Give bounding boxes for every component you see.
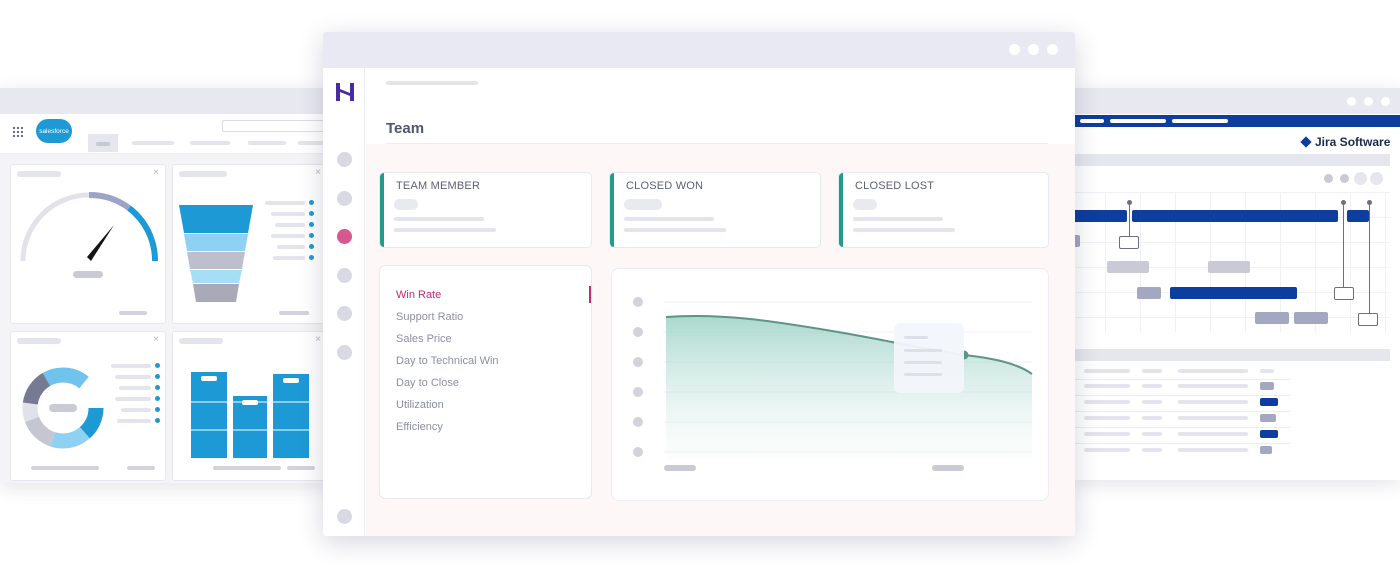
- gauge-chart: [20, 191, 159, 278]
- gantt-bar[interactable]: [1070, 210, 1127, 222]
- window-control-icon[interactable]: [1047, 44, 1058, 55]
- gantt-bar[interactable]: [1132, 210, 1338, 222]
- window-control-icon[interactable]: [1381, 97, 1390, 106]
- brand-logo[interactable]: v.: [335, 534, 349, 536]
- content-area: TEAM MEMBER CLOSED WON CLOSED LOST Win R…: [366, 144, 1075, 536]
- window-control-icon[interactable]: [1028, 44, 1039, 55]
- sidebar-item[interactable]: [337, 509, 352, 524]
- metric-day-to-close[interactable]: Day to Close: [396, 377, 459, 389]
- metrics-list: Win Rate Support Ratio Sales Price Day t…: [379, 265, 592, 499]
- kpi-card-closed-won[interactable]: CLOSED WON: [609, 172, 821, 248]
- jira-table: [1070, 364, 1390, 464]
- salesforce-nav: salesforce: [0, 114, 330, 154]
- sidebar-rail: v.: [323, 68, 365, 536]
- metric-utilization[interactable]: Utilization: [396, 399, 444, 411]
- sf-search-input[interactable]: [222, 120, 330, 132]
- milestone-box[interactable]: [1334, 287, 1354, 300]
- salesforce-logo[interactable]: salesforce: [36, 119, 72, 143]
- jira-window: Jira Software: [1070, 88, 1400, 480]
- salesforce-logo-text: salesforce: [39, 127, 69, 135]
- salesforce-window: salesforce × ×: [0, 88, 330, 483]
- sidebar-item[interactable]: [337, 191, 352, 206]
- kpi-label: TEAM MEMBER: [396, 180, 481, 192]
- kpi-label: CLOSED WON: [626, 180, 704, 192]
- window-control-icon[interactable]: [1009, 44, 1020, 55]
- sf-bar-card: ×: [172, 331, 328, 481]
- page-title: Team: [386, 120, 425, 137]
- jira-titlebar: [1070, 88, 1400, 114]
- main-titlebar: [323, 32, 1075, 68]
- win-rate-chart: [611, 268, 1049, 501]
- sidebar-item[interactable]: [337, 345, 352, 360]
- active-indicator: [589, 286, 591, 303]
- jira-diamond-icon: [1300, 136, 1312, 148]
- gantt-bar[interactable]: [1170, 287, 1297, 299]
- milestone-box[interactable]: [1358, 313, 1378, 326]
- milestone-box[interactable]: [1119, 236, 1139, 249]
- sf-funnel-card: ×: [172, 164, 328, 324]
- window-control-icon[interactable]: [1347, 97, 1356, 106]
- metric-win-rate[interactable]: Win Rate: [396, 289, 442, 301]
- donut-chart: [22, 367, 104, 449]
- kpi-card-closed-lost[interactable]: CLOSED LOST: [838, 172, 1049, 248]
- close-icon[interactable]: ×: [153, 167, 159, 178]
- sidebar-item-active[interactable]: [337, 229, 352, 244]
- metric-sales-price[interactable]: Sales Price: [396, 333, 452, 345]
- area-chart: [633, 297, 1033, 471]
- jira-gantt: [1070, 192, 1390, 332]
- close-icon[interactable]: ×: [315, 334, 321, 345]
- jira-logo[interactable]: Jira Software: [1300, 135, 1391, 149]
- app-grid-icon[interactable]: [12, 126, 23, 137]
- sidebar-item[interactable]: [337, 306, 352, 321]
- main-window: v. Team TEAM MEMBER CLOSED WON CLOS: [323, 32, 1075, 536]
- sf-gauge-card: ×: [10, 164, 166, 324]
- salesforce-titlebar: [0, 88, 330, 114]
- close-icon[interactable]: ×: [315, 167, 321, 178]
- window-control-icon[interactable]: [1364, 97, 1373, 106]
- jira-logo-text: Jira Software: [1315, 135, 1391, 149]
- metric-support-ratio[interactable]: Support Ratio: [396, 311, 464, 323]
- bar-chart: [191, 372, 309, 458]
- metric-efficiency[interactable]: Efficiency: [396, 421, 443, 433]
- gantt-bar[interactable]: [1347, 210, 1369, 222]
- funnel-chart: [179, 205, 253, 302]
- sidebar-item[interactable]: [337, 268, 352, 283]
- kpi-label: CLOSED LOST: [855, 180, 935, 192]
- metric-day-to-technical-win[interactable]: Day to Technical Win: [396, 355, 499, 367]
- kpi-card-team-member[interactable]: TEAM MEMBER: [379, 172, 592, 248]
- sf-donut-card: ×: [10, 331, 166, 481]
- jira-nav-bar: [1070, 115, 1400, 127]
- sidebar-item[interactable]: [337, 152, 352, 167]
- close-icon[interactable]: ×: [153, 334, 159, 345]
- h-logo-icon[interactable]: [335, 82, 355, 102]
